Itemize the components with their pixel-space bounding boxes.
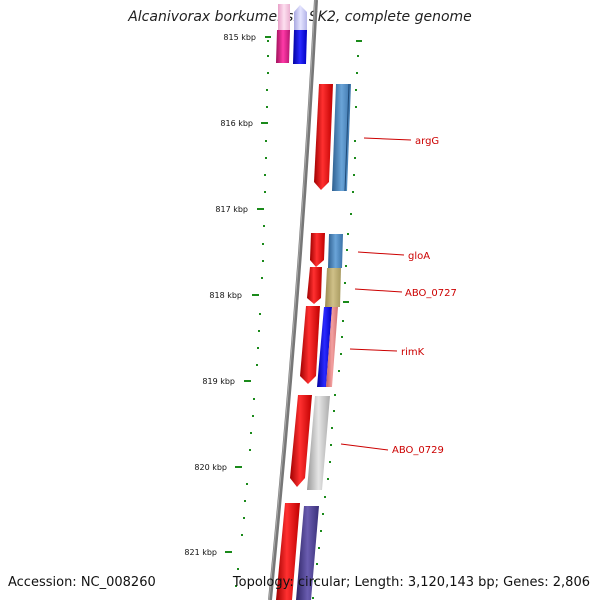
gene-feature-red-bottom[interactable] — [276, 503, 300, 600]
scale-ticks — [225, 36, 271, 553]
gene-label-gloA[interactable]: gloA — [408, 251, 430, 262]
gene-feature-red-ABO_0729[interactable] — [290, 395, 312, 487]
gene-feature-ABO_0727[interactable] — [325, 268, 341, 307]
label-leaders — [340, 137, 412, 451]
gene-feature-purple-bottom[interactable] — [296, 506, 319, 600]
scale-label: 819 kbp — [202, 377, 235, 386]
scale-label: 817 kbp — [215, 205, 248, 214]
gene-label-rimK[interactable]: rimK — [401, 347, 425, 358]
gene-feature-red-rimK[interactable] — [300, 306, 320, 384]
gene-feature-gloA[interactable] — [328, 234, 343, 268]
gene-feature-lavender[interactable] — [294, 5, 307, 30]
gene-label-argG[interactable]: argG — [415, 136, 439, 147]
scale-label: 820 kbp — [194, 463, 227, 472]
gene-feature-red-gloA[interactable] — [310, 233, 325, 267]
gene-feature-rimK-blue[interactable] — [317, 307, 332, 387]
scale-label: 815 kbp — [223, 33, 256, 42]
scale-label: 821 kbp — [184, 548, 217, 557]
gene-feature-argG[interactable] — [332, 83, 351, 192]
genome-summary-text: Topology: circular; Length: 3,120,143 bp… — [232, 575, 590, 590]
scale-ring-dots — [235, 40, 269, 587]
gene-feature-ABO_0729[interactable] — [307, 396, 330, 490]
accession-text: Accession: NC_008260 — [8, 575, 156, 590]
gene-feature-red-ABO_0727[interactable] — [307, 267, 322, 304]
gene-label-ABO_0729[interactable]: ABO_0729 — [392, 445, 444, 456]
genome-backbone — [268, 0, 318, 600]
inner-ring-dots — [312, 40, 362, 599]
gene-feature-blue-top[interactable] — [293, 30, 307, 64]
scale-label: 816 kbp — [220, 119, 253, 128]
gene-feature-rimK[interactable] — [326, 307, 338, 387]
gene-feature-pink[interactable] — [278, 4, 290, 30]
gene-feature-magenta[interactable] — [276, 30, 290, 63]
gene-feature-red-argG[interactable] — [314, 84, 333, 190]
gene-label-ABO_0727[interactable]: ABO_0727 — [405, 288, 457, 299]
genome-backbone-highlight — [268, 0, 316, 600]
scale-label: 818 kbp — [209, 291, 242, 300]
